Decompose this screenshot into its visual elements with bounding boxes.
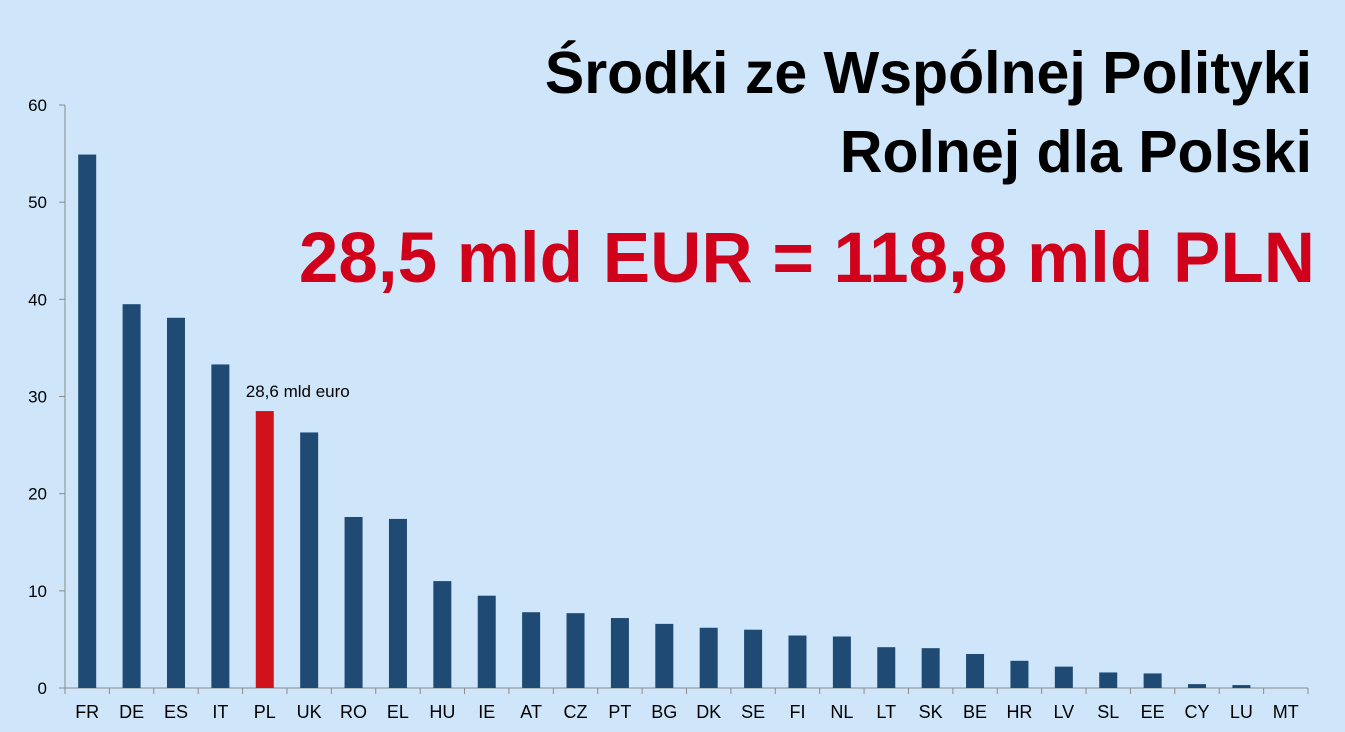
bar-lv [1054, 666, 1073, 688]
slide-title-line-2: Rolnej dla Polski [839, 119, 1312, 185]
x-category-label: PT [608, 702, 631, 722]
x-category-label: NL [830, 702, 853, 722]
bar-ro [344, 516, 363, 688]
bar-be [966, 653, 985, 688]
x-category-label: LT [876, 702, 896, 722]
x-category-label: SE [741, 702, 765, 722]
y-tick-label: 40 [28, 290, 47, 309]
bar-lt [877, 647, 896, 688]
y-tick-label: 50 [28, 193, 47, 212]
bar-lu [1232, 685, 1251, 688]
x-category-label: BE [963, 702, 987, 722]
bar-pt [610, 618, 629, 688]
bar-es [166, 317, 185, 688]
x-category-label: HU [429, 702, 455, 722]
x-category-label: EE [1141, 702, 1165, 722]
headline-amount: 28,5 mld EUR = 118,8 mld PLN [298, 219, 1315, 298]
x-category-label: IT [212, 702, 228, 722]
x-category-label: DK [696, 702, 721, 722]
x-category-label: SK [919, 702, 943, 722]
bar-hr [1010, 660, 1029, 688]
x-category-label: EL [387, 702, 409, 722]
x-category-label: FI [789, 702, 805, 722]
x-category-label: LV [1053, 702, 1074, 722]
bar-cz [566, 613, 585, 688]
bar-fi [788, 635, 807, 688]
bar-dk [699, 627, 718, 688]
x-category-label: SL [1097, 702, 1119, 722]
bar-nl [832, 636, 851, 688]
y-tick-label: 0 [38, 679, 47, 698]
bar-sl [1099, 672, 1118, 688]
slide-title-line-1: Środki ze Wspólnej Polityki [544, 40, 1312, 106]
x-category-label: AT [520, 702, 542, 722]
x-category-label: CY [1185, 702, 1210, 722]
x-category-label: ES [164, 702, 188, 722]
bar-ee [1143, 673, 1162, 688]
y-tick-label: 60 [28, 96, 47, 115]
bar-el [388, 518, 407, 688]
bar-se [744, 629, 763, 688]
bar-it [211, 364, 230, 688]
x-category-label: DE [119, 702, 144, 722]
x-category-label: PL [254, 702, 276, 722]
x-category-label: CZ [564, 702, 588, 722]
x-category-label: UK [297, 702, 322, 722]
bar-fr [78, 154, 97, 688]
bar-ie [477, 595, 496, 688]
bar-annotation: 28,6 mld euro [246, 382, 350, 401]
x-category-label: LU [1230, 702, 1253, 722]
y-tick-label: 30 [28, 388, 47, 407]
bar-hu [433, 581, 452, 688]
x-category-label: MT [1273, 702, 1299, 722]
x-category-label: RO [340, 702, 367, 722]
bar-sk [921, 648, 940, 688]
bar-uk [300, 432, 319, 688]
bar-bg [655, 623, 674, 688]
bar-cy [1188, 684, 1207, 688]
x-category-label: BG [651, 702, 677, 722]
x-category-label: FR [75, 702, 99, 722]
bar-pl [255, 411, 274, 688]
y-tick-label: 20 [28, 485, 47, 504]
bar-de [122, 304, 141, 688]
bar-at [522, 612, 541, 688]
y-tick-label: 10 [28, 582, 47, 601]
x-category-label: HR [1006, 702, 1032, 722]
x-category-label: IE [478, 702, 495, 722]
